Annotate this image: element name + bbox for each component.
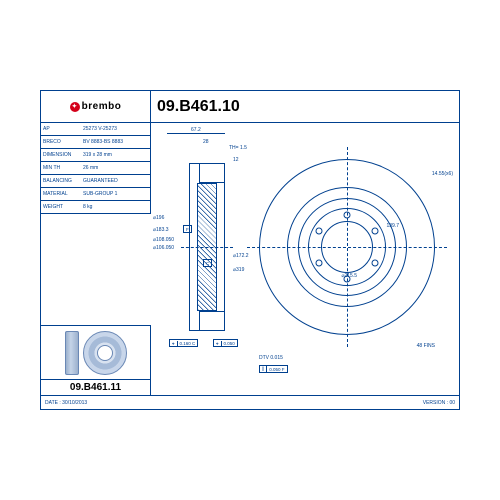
dim-bolt-circle: ⌀215.5 bbox=[341, 273, 357, 279]
brand-text: brembo bbox=[82, 101, 122, 112]
spec-label: BRECO bbox=[41, 139, 81, 145]
part-number: 09.B461.10 bbox=[157, 98, 240, 116]
spec-value: 26 mm bbox=[81, 165, 150, 171]
spec-row: DIMENSION 319 x 28 mm bbox=[41, 149, 150, 162]
drawing-area: 67.2 28 TH= 1.5 12 6.2 ⌀196 ⌀183.3 ⌀108.… bbox=[151, 123, 459, 395]
spec-value: 319 x 28 mm bbox=[81, 152, 150, 158]
bolt-hole-icon bbox=[316, 228, 323, 235]
gd-runout1: ⌖0.160 C bbox=[169, 339, 198, 347]
spec-row: BRECO BV 8883-BS 8883 bbox=[41, 136, 150, 149]
dim-thickness: 28 bbox=[203, 139, 209, 145]
spec-row: AP 25273 V-25273 bbox=[41, 123, 150, 136]
part-number-cell: 09.B461.10 bbox=[151, 91, 459, 122]
spec-value: SUB-GROUP 1 bbox=[81, 191, 150, 197]
brand-dot-icon: ✦ bbox=[70, 102, 80, 112]
dim-inner1: ⌀183.3 bbox=[153, 227, 169, 233]
centerline-icon bbox=[181, 247, 233, 248]
footer: DATE : 30/10/2013 VERSION : 00 bbox=[41, 395, 459, 409]
bolt-hole-icon bbox=[316, 260, 323, 267]
alt-part-illustration bbox=[41, 326, 150, 379]
dim-inner2: ⌀108.050 bbox=[153, 237, 174, 243]
drawing-sheet: ✦ brembo 09.B461.10 AP 25273 V-25273 BRE… bbox=[40, 90, 460, 410]
spec-value: 8 kg bbox=[81, 204, 150, 210]
profile-hub bbox=[199, 163, 225, 183]
gd-tol-f: ∥0.050 F bbox=[259, 365, 288, 373]
spec-row: BALANCING GUARANTEED bbox=[41, 175, 150, 188]
profile-hub bbox=[199, 311, 225, 331]
spec-label: BALANCING bbox=[41, 178, 81, 184]
spec-row: MATERIAL SUB-GROUP 1 bbox=[41, 188, 150, 201]
bolt-hole-icon bbox=[371, 260, 378, 267]
brand-cell: ✦ brembo bbox=[41, 91, 151, 122]
bolt-hole-icon bbox=[371, 228, 378, 235]
spec-value: BV 8883-BS 8883 bbox=[81, 139, 150, 145]
dim-fins: 48 FINS bbox=[417, 343, 435, 349]
dim-line bbox=[167, 133, 225, 134]
disc-front-icon bbox=[83, 331, 127, 375]
alt-part-number: 09.B461.11 bbox=[41, 379, 150, 395]
dim-bolt-spec: 14.55(x6) bbox=[432, 171, 453, 177]
disc-front-view bbox=[259, 159, 435, 335]
dim-dtv: DTV 0.015 bbox=[259, 355, 283, 361]
dim-th-tol: TH= 1.5 bbox=[229, 145, 247, 151]
datum-f: F bbox=[183, 225, 192, 233]
spec-value: GUARANTEED bbox=[81, 178, 150, 184]
spec-label: MATERIAL bbox=[41, 191, 81, 197]
footer-version: VERSION : 00 bbox=[423, 400, 455, 406]
dim-inner3: ⌀106.050 bbox=[153, 245, 174, 251]
dim-pcd: 139.7 bbox=[386, 223, 399, 229]
dim-mid-dia: ⌀172.2 bbox=[233, 253, 249, 259]
spec-label: WEIGHT bbox=[41, 204, 81, 210]
footer-date: DATE : 30/10/2013 bbox=[45, 400, 87, 406]
spec-label: AP bbox=[41, 126, 81, 132]
dim-hub-dia: ⌀196 bbox=[153, 215, 164, 221]
spec-table: AP 25273 V-25273 BRECO BV 8883-BS 8883 D… bbox=[41, 123, 151, 214]
datum-c: C bbox=[203, 259, 212, 267]
disc-section-view bbox=[189, 163, 225, 331]
spec-label: DIMENSION bbox=[41, 152, 81, 158]
spec-row: WEIGHT 8 kg bbox=[41, 201, 150, 214]
dim-outer-dia: ⌀319 bbox=[233, 267, 244, 273]
dim-flange: 12 bbox=[233, 157, 239, 163]
bolt-hole-icon bbox=[344, 212, 351, 219]
spec-value: 25273 V-25273 bbox=[81, 126, 150, 132]
gd-runout2: ⌖0.050 bbox=[213, 339, 238, 347]
spec-label: MIN TH bbox=[41, 165, 81, 171]
header-row: ✦ brembo 09.B461.10 bbox=[41, 91, 459, 123]
centerline-icon bbox=[347, 147, 348, 347]
alt-part-cell: 09.B461.11 bbox=[41, 325, 151, 395]
disc-side-icon bbox=[65, 331, 79, 375]
spec-row: MIN TH 26 mm bbox=[41, 162, 150, 175]
brand-logo: ✦ brembo bbox=[70, 101, 122, 112]
